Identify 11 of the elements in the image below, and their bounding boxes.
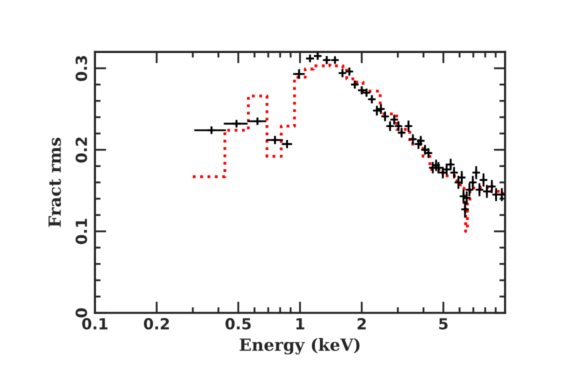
x-tick-label: 2: [358, 318, 366, 330]
x-tick-label: 0.2: [144, 318, 169, 330]
y-axis-title: Fract rms: [48, 138, 61, 227]
x-tick-label: 1: [296, 318, 304, 330]
x-axis-title: Energy (keV): [240, 338, 360, 354]
y-tick-label: 0.2: [76, 138, 88, 163]
y-tick-label: 0: [76, 308, 88, 318]
y-tick-label: 0.1: [76, 218, 88, 244]
y-tick-label: 0.3: [76, 56, 88, 82]
x-tick-label: 0.5: [225, 318, 251, 330]
x-tick-label: 5: [439, 318, 448, 330]
